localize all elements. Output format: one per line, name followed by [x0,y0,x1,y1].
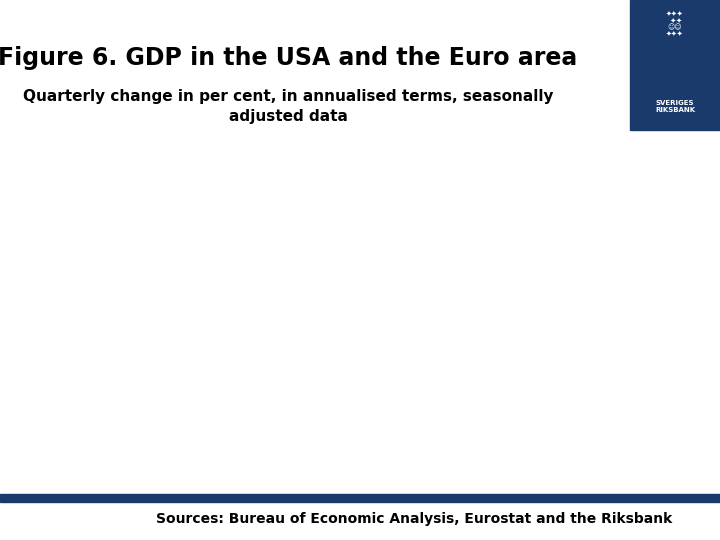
Bar [0,494,720,502]
Text: Figure 6. GDP in the USA and the Euro area: Figure 6. GDP in the USA and the Euro ar… [0,46,577,70]
Text: SVERIGES
RIKSBANK: SVERIGES RIKSBANK [655,100,695,113]
Text: Quarterly change in per cent, in annualised terms, seasonally
adjusted data: Quarterly change in per cent, in annuali… [23,89,553,124]
Text: Sources: Bureau of Economic Analysis, Eurostat and the Riksbank: Sources: Bureau of Economic Analysis, Eu… [156,512,672,526]
Bar [630,0,720,130]
Text: ✦✦✦
 ✦✦
☺☺
✦✦✦: ✦✦✦ ✦✦ ☺☺ ✦✦✦ [666,11,684,37]
